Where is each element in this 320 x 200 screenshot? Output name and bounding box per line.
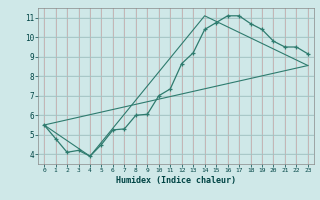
X-axis label: Humidex (Indice chaleur): Humidex (Indice chaleur): [116, 176, 236, 185]
